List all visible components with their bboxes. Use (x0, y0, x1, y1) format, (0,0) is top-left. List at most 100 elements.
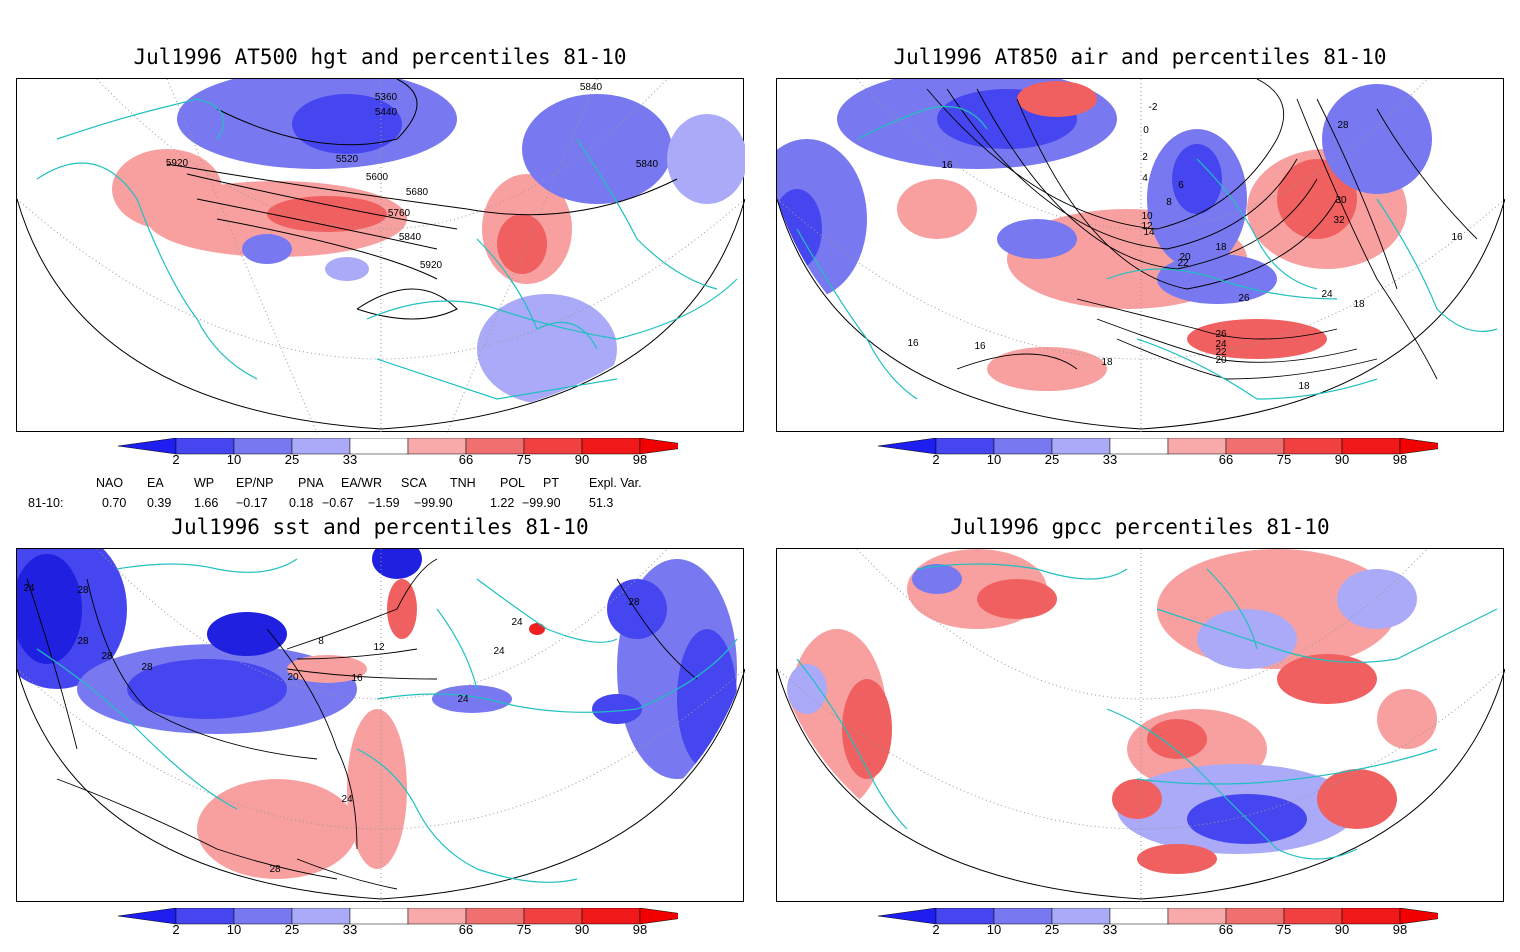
colorbar-label: 75 (1276, 922, 1292, 937)
colorbar-label: 66 (458, 452, 474, 467)
colorbar-swatch (1051, 437, 1111, 455)
colorbar-swatch (1109, 907, 1169, 925)
colorbar-swatch (1167, 907, 1227, 925)
contour-label: 12 (1141, 221, 1153, 232)
contour-label: 8 (1166, 197, 1172, 208)
colorbar-swatch (523, 907, 583, 925)
colorbar-swatches (117, 437, 699, 455)
colorbar-arrow-high (639, 907, 699, 925)
idx-header: WP (194, 476, 215, 490)
colorbar-label: 25 (284, 452, 300, 467)
colorbar-label: 66 (1218, 452, 1234, 467)
idx-header: EA (147, 476, 164, 490)
teleconnection-table: NAO EA WP EP/NP PNA EA/WR SCA TNH POL PT… (0, 473, 760, 513)
colorbar-label: 98 (1392, 452, 1408, 467)
idx-value: −1.59 (368, 496, 400, 510)
colorbar-swatch (1109, 437, 1169, 455)
colorbar-label: 98 (632, 922, 648, 937)
contour-label: 22 (1177, 258, 1189, 269)
contour-label: 24 (23, 583, 35, 594)
idx-header: EA/WR (341, 476, 382, 490)
colorbar-label: 10 (986, 452, 1002, 467)
colorbar-swatch (407, 907, 467, 925)
contour-label: 26 (1215, 329, 1227, 340)
contour-label: 24 (493, 646, 505, 657)
contour-label: 0 (1143, 125, 1149, 136)
idx-value: −99.90 (414, 496, 453, 510)
contour-label: 8 (318, 636, 324, 647)
colorbar-swatch (523, 437, 583, 455)
contour-label: 4 (1142, 173, 1148, 184)
contour-label: 20 (1179, 252, 1191, 263)
colorbar-swatch (349, 437, 409, 455)
colorbar-swatch (291, 437, 351, 455)
colorbar-swatch (233, 907, 293, 925)
colorbar-arrow-low (117, 437, 177, 455)
idx-row-label: 81-10: (28, 496, 64, 510)
contour-label: 16 (941, 160, 953, 171)
contour-label: 28 (628, 597, 640, 608)
contour-label: 5600 (366, 172, 389, 183)
colorbar-swatch (175, 907, 235, 925)
idx-value: 1.22 (490, 496, 515, 510)
contour-label: 24 (1321, 289, 1333, 300)
colorbar-label: 33 (342, 922, 358, 937)
idx-header: POL (500, 476, 526, 490)
panel-title-hgt500: Jul1996 AT500 hgt and percentiles 81-10 (133, 45, 627, 69)
map-hgt500: 5360 5440 5520 5600 5680 5760 5840 5920 … (16, 78, 745, 433)
colorbar-label: 2 (932, 452, 940, 467)
colorbar-swatch (465, 437, 525, 455)
contour-label: 5920 (166, 158, 189, 169)
colorbar-label: 75 (516, 452, 532, 467)
contour-label: 28 (141, 662, 153, 673)
contour-label: 28 (269, 864, 281, 875)
contour-label: 14 (1143, 227, 1155, 238)
colorbar-swatch (1051, 907, 1111, 925)
colorbar-swatch (935, 907, 995, 925)
colorbar-swatch (1341, 907, 1401, 925)
colorbar-label: 25 (284, 922, 300, 937)
contour-label: 22 (1215, 347, 1227, 358)
colorbar-label: 25 (1044, 922, 1060, 937)
colorbar-label: 10 (986, 922, 1002, 937)
idx-value: −0.17 (236, 496, 268, 510)
contour-label: 16 (974, 341, 986, 352)
colorbar-label: 66 (1218, 922, 1234, 937)
colorbar-label: 75 (1276, 452, 1292, 467)
colorbar-label: 75 (516, 922, 532, 937)
colorbar-label: 90 (574, 922, 590, 937)
colorbar-label: 98 (632, 452, 648, 467)
contour-label: 12 (373, 642, 385, 653)
map-sst: 24 28 28 28 28 8 12 16 20 24 24 24 28 28… (16, 548, 745, 903)
contour-label: 18 (1101, 357, 1113, 368)
contour-label: 28 (101, 651, 113, 662)
contour-label: 30 (1335, 195, 1347, 206)
idx-header: EP/NP (236, 476, 274, 490)
contour-label: 28 (77, 585, 89, 596)
colorbar-label: 90 (1334, 452, 1350, 467)
colorbar-label: 66 (458, 922, 474, 937)
colorbar-swatch (175, 437, 235, 455)
contour-label: 18 (1353, 299, 1365, 310)
contour-label: 18 (1215, 242, 1227, 253)
colorbar-label: 90 (1334, 922, 1350, 937)
contour-label: 5840 (580, 82, 603, 93)
colorbar-swatches (877, 437, 1459, 455)
panel-title-air850: Jul1996 AT850 air and percentiles 81-10 (893, 45, 1387, 69)
map-air850: -2 0 2 4 6 8 10 12 14 16 18 20 22 24 26 … (776, 78, 1505, 433)
colorbar-swatch (581, 907, 641, 925)
contour-label: 5360 (375, 92, 398, 103)
colorbar-arrow-high (1399, 907, 1459, 925)
colorbar-label: 2 (932, 922, 940, 937)
colorbar-swatch (233, 437, 293, 455)
map-gpcc (776, 548, 1505, 903)
colorbar-label: 33 (342, 452, 358, 467)
colorbar-1: 2 10 25 33 66 75 90 98 (117, 437, 699, 482)
colorbar-swatch (407, 437, 467, 455)
colorbar-swatch (581, 437, 641, 455)
colorbar-swatches (877, 907, 1459, 925)
idx-value: −99.90 (522, 496, 561, 510)
colorbar-label: 98 (1392, 922, 1408, 937)
colorbar-2: 2 10 25 33 66 75 90 98 (877, 437, 1459, 482)
colorbar-swatch (1167, 437, 1227, 455)
